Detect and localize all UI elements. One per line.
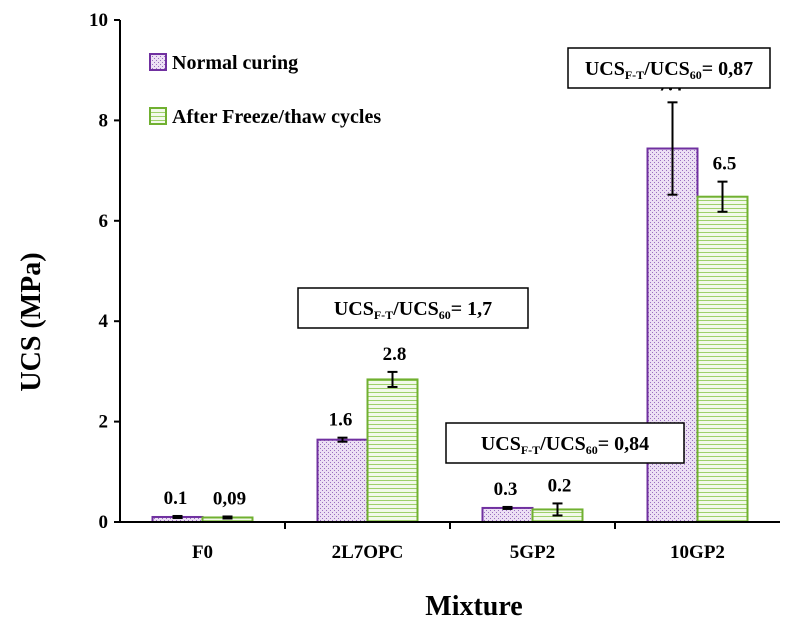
legend-swatch bbox=[149, 107, 167, 125]
bar-2L7OPC-series-0 bbox=[316, 438, 369, 523]
y-tick-label: 0 bbox=[99, 512, 109, 533]
legend-label: After Freeze/thaw cycles bbox=[172, 106, 381, 128]
ratio-annotation-text: UCSF-T/UCS60= 0,87 bbox=[585, 58, 753, 82]
error-bar bbox=[172, 514, 183, 519]
ratio-annotation: UCSF-T/UCS60= 0,84 bbox=[445, 422, 685, 464]
y-axis-title: UCS (MPa) bbox=[16, 252, 47, 391]
legend-item-1: After Freeze/thaw cycles bbox=[149, 106, 381, 128]
legend: Normal curing After Freeze/thaw cycles bbox=[149, 52, 381, 128]
ratio-annotation: UCSF-T/UCS60= 1,7 bbox=[297, 287, 529, 329]
bar-5GP2-series-0 bbox=[481, 506, 534, 523]
ratio-annotation-text: UCSF-T/UCS60= 1,7 bbox=[334, 298, 492, 322]
x-axis-title: Mixture bbox=[425, 591, 522, 622]
data-label: 2.8 bbox=[383, 344, 407, 365]
x-category-label: 5GP2 bbox=[510, 542, 555, 563]
error-bar bbox=[387, 370, 398, 388]
data-label: 0.1 bbox=[164, 488, 188, 509]
x-category-label: F0 bbox=[192, 542, 213, 563]
bar-2L7OPC-series-1 bbox=[366, 378, 419, 523]
y-tick-label: 10 bbox=[89, 10, 108, 31]
error-bar bbox=[552, 502, 563, 517]
error-bar bbox=[502, 505, 513, 510]
error-bar bbox=[717, 180, 728, 213]
data-label: 1.6 bbox=[329, 410, 353, 431]
bar-10GP2-series-1 bbox=[696, 195, 749, 523]
y-tick-label: 8 bbox=[99, 110, 109, 131]
data-label: 0.2 bbox=[548, 475, 572, 496]
y-tick-label: 4 bbox=[99, 311, 109, 332]
y-tick-label: 6 bbox=[99, 211, 109, 232]
bar-10GP2-series-0 bbox=[646, 147, 699, 523]
error-bar bbox=[667, 101, 678, 196]
error-bar bbox=[337, 436, 348, 443]
error-bar bbox=[222, 515, 233, 520]
ratio-annotation: UCSF-T/UCS60= 0,87 bbox=[567, 47, 771, 89]
legend-label: Normal curing bbox=[172, 52, 298, 74]
x-category-label: 2L7OPC bbox=[332, 542, 404, 563]
data-label: 6.5 bbox=[713, 154, 737, 175]
x-category-label: 10GP2 bbox=[670, 542, 725, 563]
data-label: 0.3 bbox=[494, 479, 518, 500]
data-label: 0,09 bbox=[213, 488, 246, 509]
y-tick-label: 2 bbox=[99, 412, 109, 433]
legend-swatch bbox=[149, 53, 167, 71]
ratio-annotation-text: UCSF-T/UCS60= 0,84 bbox=[481, 433, 649, 457]
legend-item-0: Normal curing bbox=[149, 52, 298, 74]
